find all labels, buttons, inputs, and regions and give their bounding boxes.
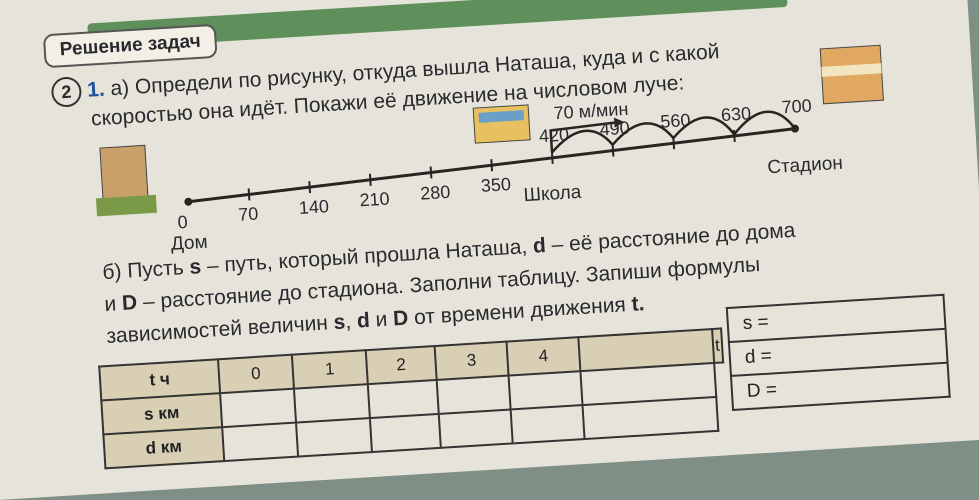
table-header-cell: t <box>712 328 723 363</box>
tick-label: 70 <box>237 203 259 226</box>
tick-mark <box>247 188 251 201</box>
house-icon <box>95 144 157 217</box>
stadium-icon <box>819 44 884 105</box>
tick-label: 560 <box>659 110 691 132</box>
tick-label: 210 <box>358 188 391 211</box>
home-label: Дом <box>170 231 209 255</box>
tick-mark <box>429 166 433 179</box>
tick-mark <box>308 181 312 194</box>
tick-label: 0 <box>176 211 189 233</box>
table-header-cell: 4 <box>506 337 581 376</box>
ray-origin <box>184 197 193 206</box>
jump-arcs <box>551 110 797 154</box>
tick-mark <box>550 151 554 164</box>
tick-label: 350 <box>480 174 512 196</box>
formulas-box: s = d = D = <box>726 294 951 411</box>
tick-label: 280 <box>419 181 451 204</box>
tick-mark <box>368 173 372 186</box>
stadium-label: Стадион <box>766 152 844 179</box>
tick-label: 630 <box>720 102 752 125</box>
tick-label: 140 <box>298 196 330 218</box>
tick-label: 420 <box>538 124 570 147</box>
table-header-cell: 3 <box>434 341 509 380</box>
table-header-cell: 0 <box>218 354 294 394</box>
speed-arrow <box>549 121 615 153</box>
school-icon <box>472 104 531 144</box>
tick-mark <box>611 144 615 157</box>
table-header-cell: 1 <box>291 350 368 389</box>
school-label: Школа <box>522 181 582 207</box>
tick-label: 700 <box>781 95 813 118</box>
tick-label: 490 <box>599 117 631 140</box>
table-header-cell: 2 <box>365 346 437 385</box>
arrow-head <box>614 117 625 128</box>
tick-mark <box>490 159 494 172</box>
